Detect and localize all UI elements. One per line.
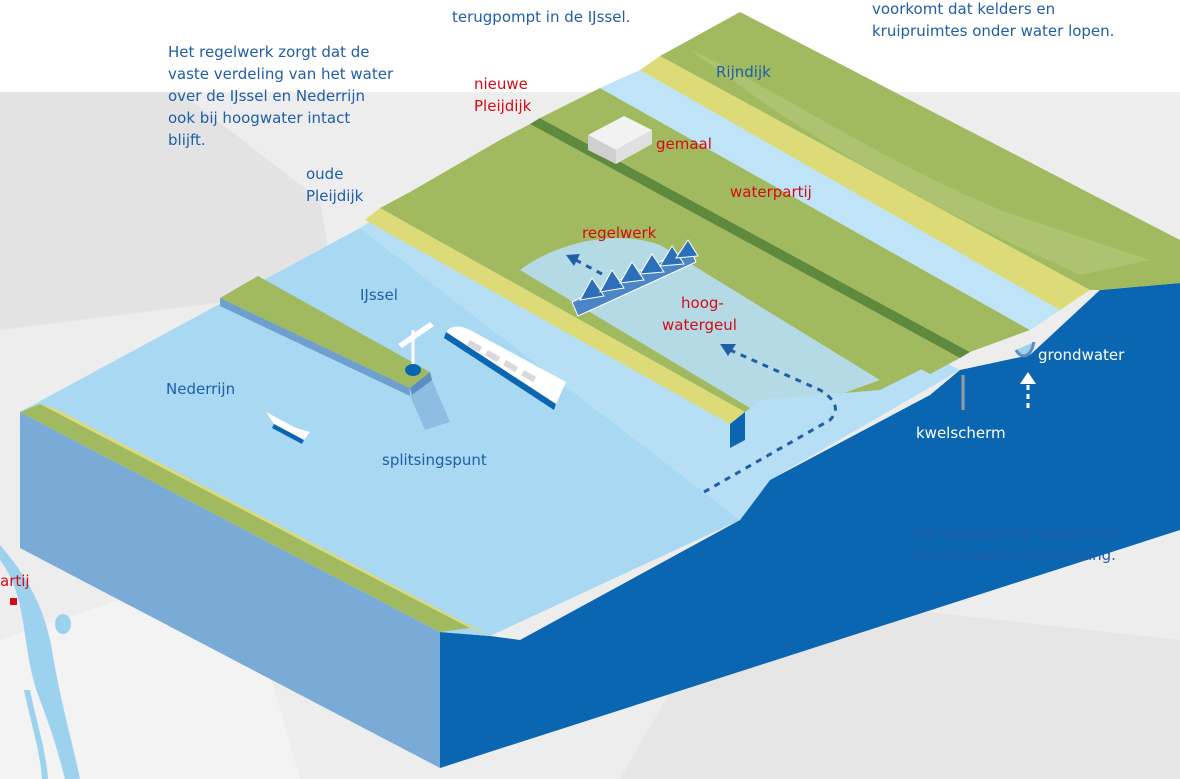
regulator-gates-icon xyxy=(571,239,699,317)
waterpartij-label: waterpartij xyxy=(730,183,812,201)
regelwerk-label: regelwerk xyxy=(582,224,657,242)
flow-arrow-icon xyxy=(571,256,837,494)
small-boat-icon xyxy=(266,412,310,444)
groundwater-arrow-icon xyxy=(1020,372,1036,408)
top-right-annotation: voorkomt dat kelders en kruipruimtes ond… xyxy=(872,0,1115,40)
map-fragment-label: artij xyxy=(0,572,30,590)
regelwerk-note: Het regelwerk zorgt dat de vaste verdeli… xyxy=(168,43,394,149)
gemaal-label: gemaal xyxy=(656,135,712,153)
nederrijn-label: Nederrijn xyxy=(166,380,236,398)
nieuwe-pleijdijk-label: nieuwe Pleijdijk xyxy=(474,75,532,115)
top-center-annotation: terugpompt in de IJssel. xyxy=(452,8,631,26)
oude-pleijdijk-label: oude Pleijdijk xyxy=(306,165,364,205)
kwelscherm-note: Het kwelscherm beschermt de dijk tegen v… xyxy=(914,524,1120,564)
ship-icon xyxy=(444,326,566,410)
ijssel-label: IJssel xyxy=(360,286,398,304)
pumping-station-icon xyxy=(588,116,652,164)
splitsingspunt-label: splitsingspunt xyxy=(382,451,487,469)
map-location-marker xyxy=(10,598,17,605)
hoogwatergeul-label: hoog- watergeul xyxy=(662,294,737,334)
grondwater-label: grondwater xyxy=(1038,346,1125,364)
wind-turbine-icon xyxy=(398,322,434,376)
kwelscherm-label: kwelscherm xyxy=(916,424,1006,442)
rijndijk-label: Rijndijk xyxy=(716,63,771,81)
